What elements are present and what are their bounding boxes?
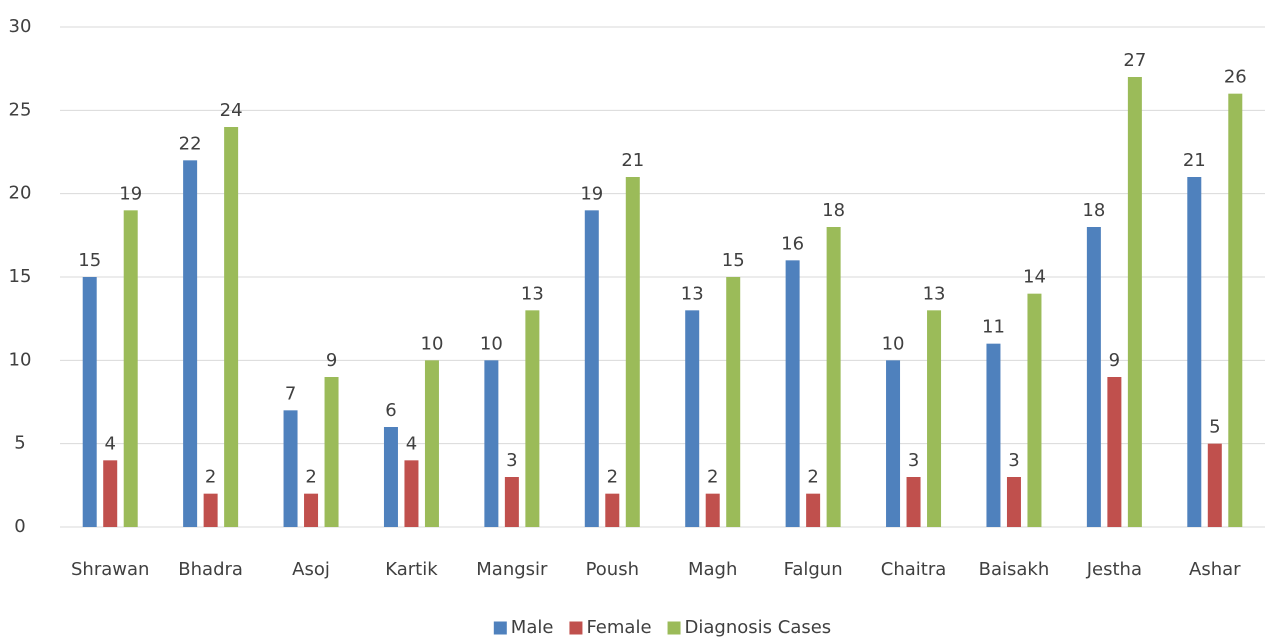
data-label: 14 [1023, 267, 1046, 288]
data-label: 10 [421, 333, 444, 354]
bar [605, 493, 620, 527]
data-label: 21 [621, 150, 644, 171]
data-label: 19 [580, 183, 603, 204]
x-tick-label: Bhadra [178, 559, 243, 580]
x-tick-label: Shrawan [71, 559, 149, 580]
bar [685, 310, 700, 527]
bar [584, 210, 599, 528]
bar [1027, 293, 1042, 527]
bar [224, 127, 239, 527]
bar [1127, 77, 1142, 527]
y-tick-label: 0 [14, 516, 25, 537]
y-tick-label: 15 [9, 266, 32, 287]
x-tick-label: Kartik [385, 559, 438, 580]
data-label: 7 [285, 383, 296, 404]
bar [806, 493, 821, 527]
data-label: 3 [908, 450, 919, 471]
data-label: 18 [822, 200, 845, 221]
bar [1086, 227, 1101, 527]
x-tick-label: Baisakh [979, 559, 1050, 580]
data-label: 11 [982, 317, 1005, 338]
data-label: 2 [807, 467, 818, 488]
x-tick-label: Mangsir [476, 559, 548, 580]
bar [283, 410, 298, 527]
data-label: 18 [1082, 200, 1105, 221]
bar [1228, 93, 1243, 528]
x-tick-label: Chaitra [881, 559, 947, 580]
x-tick-label: Jestha [1086, 559, 1142, 580]
data-label: 13 [681, 283, 704, 304]
data-label: 2 [205, 467, 216, 488]
data-label: 9 [1109, 350, 1120, 371]
data-label: 15 [78, 250, 101, 271]
y-tick-label: 5 [14, 433, 25, 454]
legend-label: Diagnosis Cases [685, 617, 832, 638]
data-label: 2 [707, 467, 718, 488]
data-label: 3 [506, 450, 517, 471]
data-label: 6 [385, 400, 396, 421]
data-label: 10 [480, 333, 503, 354]
bar [906, 477, 921, 527]
data-label: 27 [1123, 50, 1146, 71]
bar [82, 277, 97, 527]
bar [525, 310, 540, 527]
bar [1207, 443, 1222, 527]
data-label: 19 [119, 183, 142, 204]
legend-label: Male [511, 617, 554, 638]
bar [304, 493, 319, 527]
x-tick-label: Poush [586, 559, 639, 580]
x-tick-label: Magh [688, 559, 737, 580]
bar [927, 310, 942, 527]
bar [183, 160, 198, 528]
y-tick-label: 10 [9, 349, 32, 370]
data-label: 10 [882, 333, 905, 354]
bar [404, 460, 419, 527]
data-label: 26 [1224, 67, 1247, 88]
data-label: 2 [305, 467, 316, 488]
data-label: 24 [220, 100, 243, 121]
x-tick-label: Falgun [784, 559, 843, 580]
data-label: 15 [722, 250, 745, 271]
bar [986, 343, 1001, 527]
legend-label: Female [586, 617, 651, 638]
data-label: 4 [406, 433, 417, 454]
y-tick-label: 20 [9, 183, 32, 204]
data-label: 9 [326, 350, 337, 371]
legend-swatch [569, 621, 583, 635]
bar [383, 427, 398, 527]
data-label: 22 [179, 133, 202, 154]
bar [785, 260, 800, 527]
x-tick-label: Asoj [292, 559, 330, 580]
bar [625, 177, 640, 527]
data-label: 2 [607, 467, 618, 488]
data-label: 13 [923, 283, 946, 304]
bar [726, 277, 741, 527]
bar [826, 227, 841, 527]
data-label: 5 [1209, 417, 1220, 438]
data-label: 21 [1183, 150, 1206, 171]
bar [424, 360, 439, 527]
bar [1187, 177, 1202, 527]
bar [484, 360, 499, 527]
bar [324, 377, 339, 527]
bar [103, 460, 118, 527]
data-label: 3 [1008, 450, 1019, 471]
bar [203, 493, 218, 527]
y-tick-label: 25 [9, 99, 32, 120]
data-label: 16 [781, 233, 804, 254]
bar [705, 493, 720, 527]
bar [886, 360, 901, 527]
legend-swatch [667, 621, 681, 635]
y-tick-label: 30 [9, 16, 32, 37]
bar [123, 210, 138, 528]
data-label: 4 [104, 433, 115, 454]
bar [504, 477, 519, 527]
legend-swatch [493, 621, 507, 635]
bar [1107, 377, 1122, 527]
x-tick-label: Ashar [1189, 559, 1241, 580]
bar [1006, 477, 1021, 527]
data-label: 13 [521, 283, 544, 304]
